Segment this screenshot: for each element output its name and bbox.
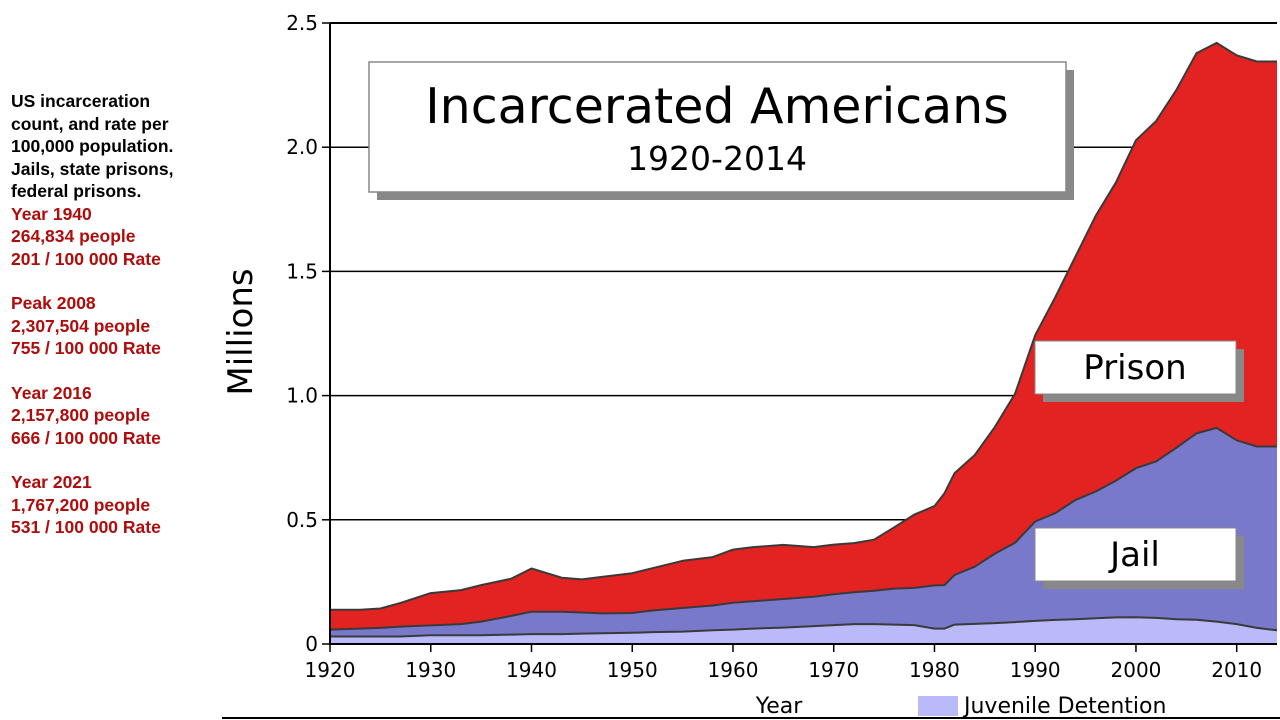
intro-line: US incarceration bbox=[11, 91, 151, 111]
prison-label-box: Prison bbox=[1034, 340, 1244, 402]
x-tick-label: 1970 bbox=[808, 658, 859, 682]
prison-area bbox=[330, 42, 1277, 630]
stat-year: Year 1940 bbox=[11, 203, 92, 224]
stat-rate: 755 / 100 000 Rate bbox=[11, 338, 161, 358]
y-tick-label: 0 bbox=[305, 632, 318, 656]
x-tick-label: 2010 bbox=[1211, 658, 1262, 682]
intro-line: count, and rate per bbox=[11, 113, 169, 134]
axes: 0 0.5 1.0 1.5 2.0 2.5 1920 1930 1940 1950 1960 1970… bbox=[286, 11, 1277, 682]
stat-count: 264,834 people bbox=[11, 226, 136, 246]
intro-line: federal prisons. bbox=[11, 181, 142, 201]
stat-rate: 201 / 100 000 Rate bbox=[11, 248, 161, 269]
y-tick-label: 1.0 bbox=[286, 384, 318, 408]
chart-subtitle: 1920-2014 bbox=[627, 139, 807, 178]
stat-rate: 666 / 100 000 Rate bbox=[11, 427, 161, 448]
stat-year: Year 2016 bbox=[11, 382, 92, 403]
x-axis-label: Year bbox=[755, 694, 804, 719]
juvenile-detention-line bbox=[330, 616, 1278, 638]
legend-swatch-juvenile bbox=[918, 696, 958, 716]
prison-area-label: Prison bbox=[1083, 348, 1186, 388]
stat-count: 1,767,200 people bbox=[11, 494, 151, 515]
intro-text: US incarceration count, and rate per 100… bbox=[11, 90, 221, 203]
stat-year: Year 2021 bbox=[11, 472, 92, 492]
stat-rate: 531 / 100 000 Rate bbox=[11, 517, 161, 537]
y-tick-label: 1.5 bbox=[286, 259, 318, 283]
jail-label-frame bbox=[1034, 527, 1237, 582]
stat-block-2008: Peak 2008 2,307,504 people 755 / 100 000… bbox=[11, 292, 221, 360]
intro-line: 100,000 population. bbox=[11, 136, 174, 156]
x-tick-label: 1950 bbox=[607, 658, 658, 682]
y-tick-label: 2.0 bbox=[286, 135, 318, 159]
x-tick-label: 1930 bbox=[405, 658, 456, 682]
stat-block-1940: Year 1940 264,834 people 201 / 100 000 R… bbox=[11, 203, 221, 271]
x-tick-label: 1990 bbox=[1010, 658, 1061, 682]
x-tick-label: 1940 bbox=[506, 658, 557, 682]
stat-block-2016: Year 2016 2,157,800 people 666 / 100 000… bbox=[11, 382, 221, 450]
jail-line bbox=[329, 426, 1277, 631]
jail-area-label: Jail bbox=[1108, 535, 1160, 575]
sidebar-notes: US incarceration count, and rate per 100… bbox=[11, 90, 221, 539]
x-tick-label: 1960 bbox=[708, 658, 759, 682]
intro-line: Jails, state prisons, bbox=[11, 158, 174, 179]
stat-year: Peak 2008 bbox=[11, 293, 96, 313]
y-tick-label: 2.5 bbox=[286, 11, 318, 35]
stat-count: 2,307,504 people bbox=[11, 315, 151, 336]
prison-line bbox=[330, 41, 1277, 611]
title-box-frame bbox=[368, 61, 1067, 193]
y-axis-label: Millions bbox=[221, 268, 261, 395]
stat-block-2021: Year 2021 1,767,200 people 531 / 100 000… bbox=[11, 471, 221, 539]
legend: Juvenile Detention bbox=[918, 694, 1166, 719]
juvenile-detention-area bbox=[330, 617, 1277, 644]
x-tick-label: 1920 bbox=[305, 658, 356, 682]
x-tick-label: 2000 bbox=[1111, 658, 1162, 682]
jail-label-box: Jail bbox=[1034, 527, 1244, 589]
title-box: Incarcerated Americans 1920-2014 bbox=[368, 61, 1074, 200]
stacked-areas bbox=[329, 41, 1278, 644]
prison-label-frame bbox=[1034, 340, 1237, 395]
chart-title: Incarcerated Americans bbox=[425, 78, 1009, 135]
legend-label-juvenile: Juvenile Detention bbox=[962, 694, 1166, 719]
x-tick-label: 1980 bbox=[909, 658, 960, 682]
jail-area bbox=[330, 427, 1277, 637]
bottom-rule bbox=[222, 717, 1280, 719]
stat-count: 2,157,800 people bbox=[11, 405, 151, 425]
y-tick-label: 0.5 bbox=[286, 508, 318, 532]
